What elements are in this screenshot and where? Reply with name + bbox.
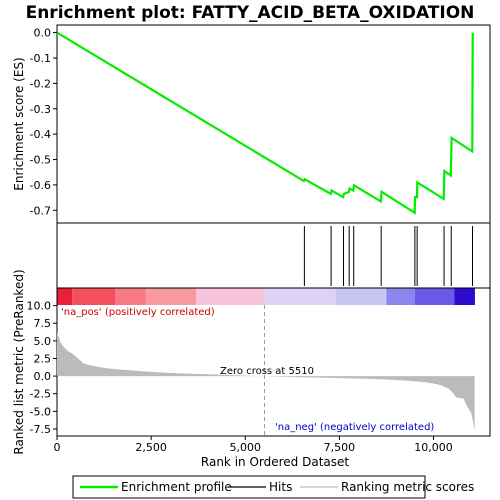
color-bar-segment	[386, 288, 415, 305]
x-axis-title: Rank in Ordered Dataset	[201, 455, 349, 469]
rank-color-bar	[57, 288, 475, 305]
legend-label: Enrichment profile	[121, 480, 232, 494]
color-bar-segment	[196, 288, 265, 305]
es-y-tick-label: -0.3	[30, 103, 51, 116]
es-y-tick-label: -0.7	[30, 204, 51, 217]
ranked-y-axis-title: Ranked list metric (PreRanked)	[12, 269, 26, 454]
ranked-y-tick-label: 0.0	[34, 370, 52, 383]
es-y-tick-label: -0.1	[30, 52, 51, 65]
hit-markers	[303, 226, 473, 286]
es-y-tick-label: -0.5	[30, 154, 51, 167]
color-bar-segment	[414, 288, 455, 305]
color-bar-segment	[145, 288, 197, 305]
es-y-axis: 0.0 -0.1 -0.2 -0.3 -0.4 -0.5 -0.6 -0.7	[30, 27, 57, 217]
es-panel-frame	[56, 24, 491, 224]
es-y-tick-label: 0.0	[34, 27, 52, 40]
color-bar-segment	[335, 288, 387, 305]
negative-correlation-label: 'na_neg' (negatively correlated)	[275, 422, 434, 433]
x-axis: 0 2,500 5,000 7,500 10,000	[54, 436, 453, 454]
ranked-y-axis: 10.0 7.5 5.0 2.5 0.0 -2.5 -5.0 -7.5	[27, 300, 57, 436]
color-bar-segment	[264, 288, 336, 305]
ranked-y-tick-label: -2.5	[30, 388, 51, 401]
legend: Enrichment profile Hits Ranking metric sco…	[80, 480, 474, 494]
color-bar-segment	[454, 288, 475, 305]
zero-cross-label: Zero cross at 5510	[220, 366, 314, 377]
ranked-y-tick-label: 5.0	[34, 335, 52, 348]
positive-correlation-label: 'na_pos' (positively correlated)	[61, 307, 215, 318]
es-y-tick-label: -0.6	[30, 179, 51, 192]
color-bar-segment	[115, 288, 146, 305]
ranked-y-tick-label: -5.0	[30, 405, 51, 418]
ranked-y-tick-label: 7.5	[34, 317, 52, 330]
x-tick-label: 5,000	[230, 441, 262, 454]
x-tick-label: 7,500	[324, 441, 356, 454]
ranking-metric-area	[57, 332, 475, 432]
ranked-y-tick-label: 2.5	[34, 352, 52, 365]
x-tick-label: 0	[54, 441, 61, 454]
x-tick-label: 10,000	[414, 441, 453, 454]
color-bar-segment	[72, 288, 116, 305]
es-y-tick-label: -0.4	[30, 128, 51, 141]
legend-label: Hits	[269, 480, 292, 494]
ranked-y-tick-label: 10.0	[27, 300, 52, 313]
color-bar-segment	[57, 288, 73, 305]
enrichment-profile-line	[56, 31, 474, 215]
hits-panel-frame	[56, 222, 491, 289]
x-tick-label: 2,500	[135, 441, 167, 454]
chart-title: Enrichment plot: FATTY_ACID_BETA_OXIDATI…	[26, 3, 475, 23]
legend-label: Ranking metric scores	[341, 480, 474, 494]
es-y-axis-title: Enrichment score (ES)	[12, 57, 26, 190]
es-y-tick-label: -0.2	[30, 77, 51, 90]
ranked-y-tick-label: -7.5	[30, 423, 51, 436]
